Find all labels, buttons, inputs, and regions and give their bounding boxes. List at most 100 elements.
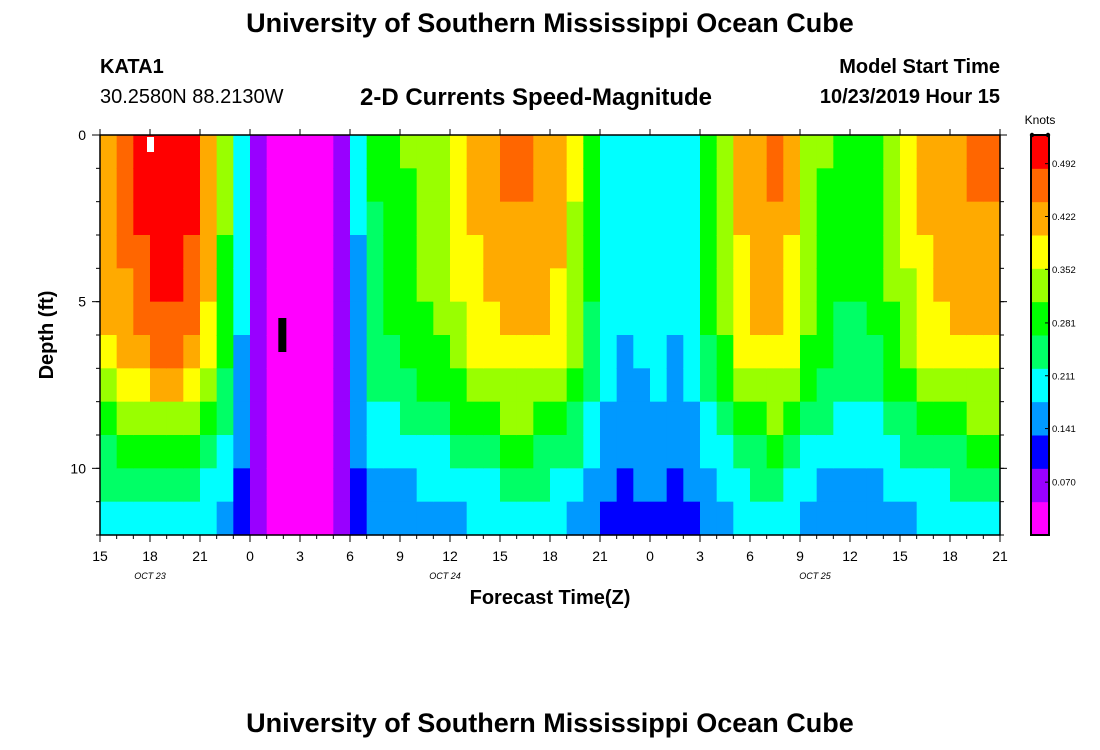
heatmap-cells	[100, 135, 1001, 536]
heatmap-cell	[933, 235, 951, 269]
heatmap-cell	[816, 501, 834, 536]
heatmap-cell	[916, 401, 934, 436]
heatmap-cell	[250, 435, 268, 469]
heatmap-cell	[300, 401, 318, 436]
heatmap-cell	[133, 268, 151, 303]
heatmap-cell	[433, 268, 451, 303]
heatmap-cell	[883, 301, 901, 336]
heatmap-cell	[300, 143, 318, 169]
date-label: OCT 24	[429, 571, 461, 581]
heatmap-cell	[433, 168, 451, 203]
heatmap-cell	[466, 501, 484, 536]
colorbar-segment	[1031, 435, 1049, 469]
heatmap-cell	[200, 168, 218, 203]
heatmap-cell	[666, 301, 684, 336]
heatmap-cell	[800, 335, 818, 369]
heatmap-cell	[116, 168, 134, 203]
heatmap-cell	[483, 143, 501, 169]
heatmap-cell	[933, 268, 951, 303]
heatmap-cell	[283, 435, 301, 469]
heatmap-cell	[500, 401, 518, 436]
heatmap-cell	[733, 335, 751, 369]
heatmap-cell	[233, 501, 251, 536]
heatmap-cell	[783, 401, 801, 436]
heatmap-cell	[266, 468, 284, 503]
heatmap-cell	[800, 368, 818, 403]
heatmap-cell	[166, 268, 184, 303]
heatmap-cell	[283, 143, 301, 169]
colorbar-segment	[1031, 501, 1049, 536]
heatmap-cell	[700, 335, 718, 369]
heatmap-cell	[133, 201, 151, 236]
heatmap-cell	[300, 268, 318, 303]
heatmap-cell	[416, 201, 434, 236]
heatmap-cell	[483, 301, 501, 336]
heatmap-cell	[233, 468, 251, 503]
heatmap-cell	[533, 501, 551, 536]
heatmap-cell	[333, 168, 351, 203]
heatmap-cell	[200, 435, 218, 469]
heatmap-cell	[816, 235, 834, 269]
heatmap-cell	[133, 168, 151, 203]
heatmap-cell	[833, 235, 851, 269]
heatmap-cell	[783, 268, 801, 303]
heatmap-cell	[816, 168, 834, 203]
heatmap-cell	[466, 135, 484, 144]
heatmap-cell	[433, 501, 451, 536]
heatmap-cell	[866, 235, 884, 269]
heatmap-cell	[400, 468, 418, 503]
heatmap-cell	[650, 368, 668, 403]
heatmap-cell	[200, 335, 218, 369]
heatmap-cell	[400, 268, 418, 303]
heatmap-cell	[366, 268, 384, 303]
heatmap-cell	[633, 201, 651, 236]
heatmap-cell	[500, 143, 518, 169]
heatmap-cell	[933, 335, 951, 369]
heatmap-cell	[266, 368, 284, 403]
heatmap-cell	[533, 135, 551, 144]
heatmap-cell	[566, 135, 584, 144]
heatmap-cell	[633, 468, 651, 503]
heatmap-cell	[883, 501, 901, 536]
heatmap-cell	[416, 143, 434, 169]
heatmap-cell	[700, 135, 718, 144]
heatmap-cell	[333, 201, 351, 236]
heatmap-cell	[166, 501, 184, 536]
heatmap-cell	[516, 301, 534, 336]
heatmap-cell	[500, 201, 518, 236]
heatmap-cell	[250, 401, 268, 436]
heatmap-cell	[750, 235, 768, 269]
heatmap-cell	[833, 135, 851, 144]
heatmap-cell	[583, 335, 601, 369]
heatmap-cell	[233, 301, 251, 336]
heatmap-cell	[333, 401, 351, 436]
heatmap-cell	[483, 435, 501, 469]
colorbar-segment	[1031, 235, 1049, 269]
heatmap-cell	[750, 401, 768, 436]
heatmap-cell	[450, 301, 468, 336]
heatmap-cell	[550, 268, 568, 303]
heatmap-cell	[816, 143, 834, 169]
heatmap-cell	[650, 468, 668, 503]
x-tick-label: 18	[942, 548, 958, 564]
heatmap-cell	[166, 143, 184, 169]
heatmap-cell	[466, 468, 484, 503]
heatmap-cell	[350, 335, 368, 369]
heatmap-cell	[950, 301, 968, 336]
heatmap-cell	[616, 143, 634, 169]
heatmap-cell	[866, 168, 884, 203]
heatmap-cell	[250, 468, 268, 503]
y-axis: 0 5 10	[70, 127, 1007, 536]
heatmap-cell	[300, 301, 318, 336]
heatmap-cell	[183, 501, 201, 536]
heatmap-cell	[533, 168, 551, 203]
heatmap-cell	[733, 135, 751, 144]
heatmap-cell	[883, 201, 901, 236]
heatmap-cell	[366, 335, 384, 369]
heatmap-cell	[350, 435, 368, 469]
heatmap-cell	[516, 135, 534, 144]
heatmap-cell	[333, 335, 351, 369]
heatmap-cell	[333, 235, 351, 269]
heatmap-cell	[333, 435, 351, 469]
